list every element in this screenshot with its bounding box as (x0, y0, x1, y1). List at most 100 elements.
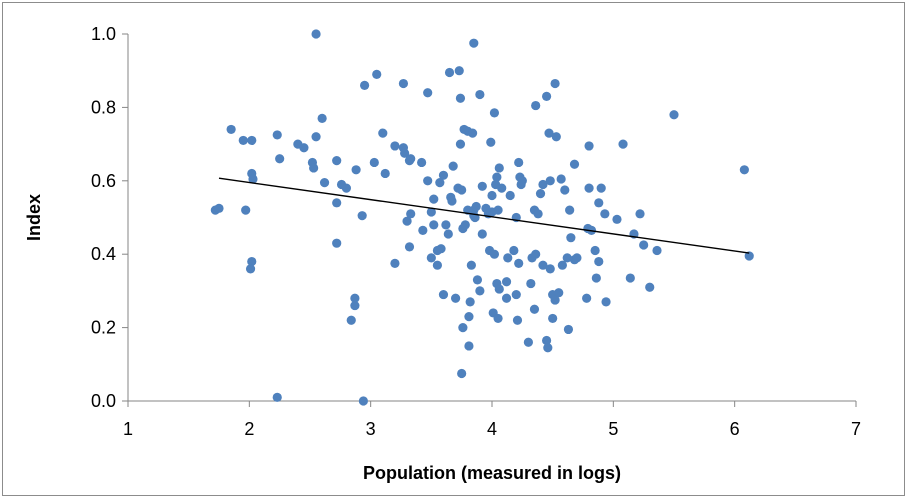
data-point (591, 273, 601, 283)
data-point (332, 198, 342, 208)
data-point (563, 324, 574, 335)
data-point (584, 141, 594, 151)
data-point (554, 288, 564, 298)
data-point (441, 220, 451, 230)
data-point (369, 157, 379, 168)
data-point (509, 245, 519, 256)
data-point (432, 260, 442, 270)
data-point (358, 396, 368, 406)
data-point (317, 113, 327, 124)
data-point (350, 293, 360, 303)
x-axis-title: Population (measured in logs) (363, 463, 621, 483)
data-point (423, 176, 433, 186)
data-point (435, 178, 445, 188)
data-point (241, 205, 251, 215)
y-tick-label: 0.8 (91, 97, 116, 117)
data-point (590, 245, 600, 256)
data-point (584, 183, 594, 193)
data-point (465, 297, 475, 307)
data-point (272, 392, 282, 402)
data-point (464, 341, 474, 351)
data-point (538, 179, 548, 190)
x-tick-label: 7 (851, 419, 861, 439)
data-point (492, 172, 502, 182)
x-tick-label: 6 (730, 419, 740, 439)
data-point (475, 89, 485, 100)
data-point (739, 165, 749, 175)
data-point (503, 253, 513, 263)
data-point (238, 135, 248, 146)
data-point (429, 220, 439, 230)
data-point (378, 128, 388, 138)
data-point (451, 293, 461, 303)
data-point (566, 233, 576, 243)
data-point (542, 335, 552, 346)
data-point (447, 196, 457, 206)
data-point (275, 154, 285, 164)
data-point (489, 108, 500, 118)
data-point (406, 154, 416, 164)
data-point (466, 260, 476, 270)
data-point (544, 128, 554, 138)
data-point (594, 198, 604, 208)
y-tick-label: 0.0 (91, 391, 116, 411)
data-point (517, 176, 527, 186)
data-point (460, 220, 470, 230)
data-point (457, 185, 467, 195)
data-point (346, 315, 356, 325)
data-point (489, 249, 500, 259)
data-point (505, 190, 515, 201)
data-point (494, 163, 504, 173)
data-point (494, 284, 504, 294)
data-point (418, 225, 428, 235)
plot-area: 0.0 0.2 0.4 0.6 0.8 1.0 1 2 3 4 5 6 7 Population (mea… (24, 24, 861, 483)
data-point (226, 124, 236, 135)
data-point (497, 183, 507, 193)
data-point (247, 135, 257, 146)
y-axis-title: Index (24, 194, 44, 241)
data-point (572, 253, 582, 263)
data-point (248, 174, 258, 184)
data-point (380, 168, 390, 179)
data-point (596, 183, 606, 193)
data-point (486, 137, 496, 147)
data-point (514, 258, 524, 268)
data-point (556, 174, 566, 184)
trendline (218, 177, 750, 254)
data-point (531, 249, 541, 259)
data-point (550, 295, 560, 305)
data-point (299, 143, 309, 153)
data-point (669, 110, 679, 120)
data-point (531, 100, 541, 111)
data-point (372, 69, 382, 79)
data-point (511, 289, 521, 300)
data-point (645, 282, 655, 292)
data-point (454, 66, 464, 76)
data-point (309, 163, 319, 173)
data-point (457, 368, 467, 379)
data-point (458, 323, 468, 333)
data-point (512, 315, 523, 325)
data-point (406, 209, 416, 219)
data-point (548, 313, 558, 324)
y-tick-label: 1.0 (91, 24, 116, 44)
data-point (272, 130, 282, 140)
data-point (311, 29, 321, 39)
data-point (582, 293, 592, 303)
data-point (426, 207, 436, 217)
data-point (448, 161, 458, 171)
data-point (514, 157, 524, 168)
data-point (625, 273, 635, 283)
data-point (523, 337, 534, 347)
data-point (565, 205, 575, 215)
data-point (493, 313, 503, 324)
data-point (543, 343, 553, 353)
data-point (639, 240, 649, 250)
data-point (390, 141, 400, 151)
data-point (545, 176, 555, 186)
data-point (444, 67, 455, 78)
data-point (455, 139, 466, 149)
data-point (426, 253, 436, 263)
data-point (360, 80, 370, 90)
x-tick-label: 1 (123, 419, 133, 439)
